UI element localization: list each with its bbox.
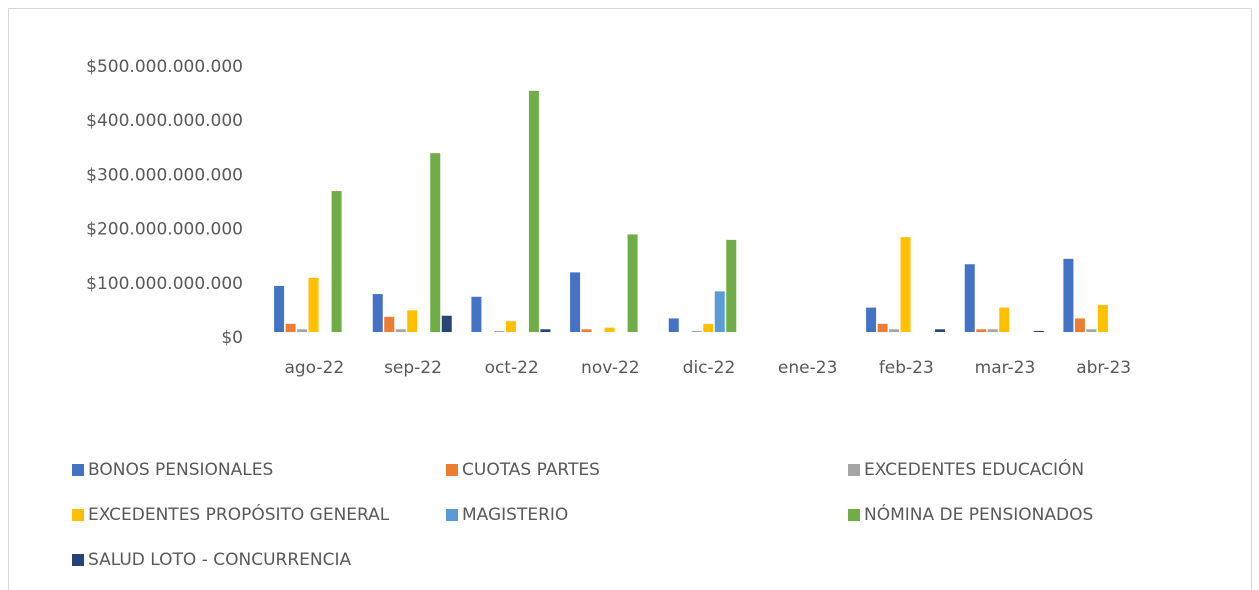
legend-label: BONOS PENSIONALES (88, 460, 273, 480)
bar (627, 234, 638, 332)
bar (900, 237, 911, 332)
x-tick-label: ago-22 (284, 358, 344, 378)
bar (1097, 304, 1108, 332)
bar (581, 329, 592, 332)
bar (308, 277, 319, 332)
x-tick-label: abr-23 (1076, 358, 1131, 378)
legend-swatch (848, 509, 860, 521)
bar (889, 329, 900, 332)
bar (1086, 329, 1097, 332)
legend-swatch (72, 464, 84, 476)
bar (331, 191, 342, 332)
legend-swatch (446, 464, 458, 476)
bar (395, 329, 406, 332)
bar (987, 329, 998, 332)
bar (999, 307, 1010, 332)
x-tick-label: sep-22 (384, 358, 442, 378)
x-tick-label: ene-23 (778, 358, 837, 378)
y-tick-label: $300.000.000.000 (86, 165, 243, 185)
x-tick-label: mar-23 (975, 358, 1036, 378)
bar (274, 285, 285, 332)
bar (540, 329, 551, 332)
legend-label: EXCEDENTES EDUCACIÓN (864, 458, 1084, 480)
legend-label: CUOTAS PARTES (462, 460, 600, 480)
bar (285, 323, 296, 332)
y-tick-label: $100.000.000.000 (86, 274, 243, 294)
bar (1033, 330, 1044, 332)
bar (384, 316, 395, 332)
bar (297, 329, 308, 332)
bar (726, 239, 737, 332)
bar (877, 323, 888, 332)
bar (964, 264, 975, 332)
legend-swatch (848, 464, 860, 476)
legend-swatch (72, 509, 84, 521)
bar (1074, 318, 1085, 332)
bar (471, 296, 482, 332)
bar (1063, 258, 1074, 332)
bar (691, 330, 702, 332)
legend-label: NÓMINA DE PENSIONADOS (864, 503, 1093, 525)
bar (528, 90, 539, 332)
legend-label: MAGISTERIO (462, 505, 568, 525)
y-tick-label: $500.000.000.000 (86, 57, 243, 77)
bar (494, 330, 505, 332)
bar (935, 329, 946, 332)
bar (703, 323, 714, 332)
y-tick-label: $0 (221, 328, 243, 348)
legend-label: SALUD LOTO - CONCURRENCIA (88, 550, 351, 570)
bar (604, 327, 615, 332)
bar (714, 291, 725, 332)
bar (505, 321, 516, 332)
legend-swatch (72, 554, 84, 566)
bar (668, 318, 679, 332)
bar (866, 307, 877, 332)
bar (976, 329, 987, 332)
legend-label: EXCEDENTES PROPÓSITO GENERAL (88, 503, 390, 525)
bar (430, 153, 441, 332)
bar (570, 272, 581, 332)
legend-swatch (446, 509, 458, 521)
chart-frame (8, 8, 1252, 590)
y-tick-label: $400.000.000.000 (86, 111, 243, 131)
bar (372, 294, 383, 332)
y-tick-label: $200.000.000.000 (86, 220, 243, 240)
bar (441, 315, 452, 332)
bar (407, 310, 418, 332)
x-tick-label: dic-22 (683, 358, 736, 378)
x-tick-label: oct-22 (485, 358, 539, 378)
x-tick-label: nov-22 (581, 358, 640, 378)
x-tick-label: feb-23 (879, 358, 934, 378)
